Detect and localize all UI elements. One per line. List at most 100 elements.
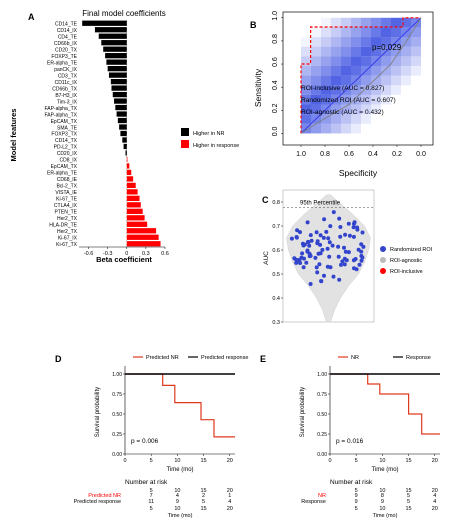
auc-points [289, 210, 366, 286]
density-cell [351, 85, 361, 95]
risk-row-label: Response [301, 499, 326, 505]
risk-col-label: 5 [355, 488, 358, 494]
density-cell [321, 17, 331, 28]
tick-label: CD66b_IX [54, 41, 78, 47]
auc-point [314, 230, 319, 235]
density-cell [351, 27, 361, 38]
density-cell [381, 17, 391, 28]
density-cell [351, 46, 361, 57]
y-tick-label: 1.0 [272, 11, 279, 21]
auc-point [319, 279, 324, 284]
density-cell [311, 104, 321, 115]
density-cell [371, 85, 381, 95]
density-cell [381, 75, 391, 86]
density-cell [381, 94, 391, 105]
x-tick-label: 0.2 [392, 151, 402, 158]
density-cell [401, 17, 411, 28]
auc-point [351, 225, 356, 230]
density-cell [301, 37, 311, 47]
tick-label: Ki-67_TE [56, 197, 78, 203]
tick-label: VISTA_IE [55, 190, 77, 196]
density-cell [391, 56, 401, 66]
density-cell [361, 85, 371, 95]
risk-value: 8 [381, 493, 384, 499]
auc-point [342, 245, 346, 250]
density-cell [361, 37, 371, 47]
y-tick-label: 0.4 [272, 296, 280, 302]
tick-label: CD8_IX [59, 158, 77, 164]
auc-point [360, 230, 365, 235]
density-cell [361, 94, 371, 105]
roc-curve [300, 17, 422, 134]
density-cell [341, 56, 351, 66]
density-cell [391, 17, 401, 28]
density-cell [401, 75, 411, 86]
auc-point [322, 273, 326, 278]
legend-swatch [181, 128, 189, 136]
density-cell [371, 94, 381, 105]
x-tick-label: 20 [227, 458, 233, 464]
auc-point [324, 229, 329, 234]
legend-label: NR [351, 355, 359, 361]
density-cell [341, 114, 351, 124]
panel-letter-b: B [250, 20, 257, 30]
risk-col-label: 10 [174, 506, 180, 512]
density-cell [331, 104, 341, 115]
density-cell [401, 65, 411, 76]
risk-value: 5 [407, 499, 410, 505]
risk-value: 1 [228, 493, 231, 499]
risk-value: 5 [202, 499, 205, 505]
density-cell [331, 85, 341, 95]
density-cell [391, 75, 401, 86]
auc-point [336, 244, 341, 249]
density-cell [311, 75, 321, 86]
density-cell [351, 114, 361, 124]
x-axis-label: Time (mo) [371, 467, 398, 473]
risk-col-label: 20 [432, 506, 438, 512]
density-cell [311, 85, 321, 95]
density-cell [371, 46, 381, 57]
risk-col-label: 15 [201, 488, 207, 494]
panel-letter-e: E [260, 354, 266, 364]
y-tick-label: 0.50 [112, 412, 122, 418]
tick-label: CD11c_IX [55, 80, 78, 86]
bar [122, 137, 127, 143]
y-tick-label: 0.8 [272, 34, 279, 44]
density-cell [311, 65, 321, 76]
auc-point [331, 274, 336, 279]
y-axis-label: Model features [9, 109, 18, 162]
bar [103, 46, 127, 52]
y-tick-label: 0.6 [272, 248, 280, 254]
auc-point [294, 235, 299, 240]
bar [98, 33, 127, 39]
risk-table-xlabel: Time (mo) [168, 513, 193, 518]
y-tick-label: 0.25 [112, 432, 122, 438]
density-cell [311, 94, 321, 105]
y-axis-label: Survival probability [95, 387, 101, 437]
y-axis-label: Sensitivity [253, 68, 263, 107]
auc-point [301, 265, 306, 270]
p-value-label: p = 0.006 [131, 438, 159, 445]
x-tick-label: 0.4 [368, 151, 378, 158]
tick-label: panCK_IX [54, 67, 77, 73]
y-tick-label: 0.50 [317, 412, 327, 418]
risk-col-label: 15 [201, 506, 207, 512]
density-cell [331, 17, 341, 28]
auc-point [295, 228, 300, 233]
auc-point [304, 260, 309, 265]
density-cell [341, 46, 351, 57]
auc-point [308, 282, 313, 286]
legend-label: Higher in NR [193, 131, 225, 137]
risk-col-label: 10 [174, 488, 180, 494]
legend-label: ROI-agnostic [390, 258, 422, 264]
legend-swatch [380, 268, 386, 274]
legend-label: Higher in response [193, 143, 239, 149]
tick-label: FOXP3_TX [51, 132, 77, 138]
tick-label: SMA_TE [57, 125, 78, 131]
tick-label: CD3_TX [58, 73, 78, 79]
tick-label: CTLA4_IX [54, 203, 78, 209]
risk-value: 4 [176, 493, 179, 499]
bar [126, 163, 130, 169]
tick-label: PD-L2_TX [54, 145, 78, 151]
y-tick-label: 0.7 [272, 224, 280, 230]
